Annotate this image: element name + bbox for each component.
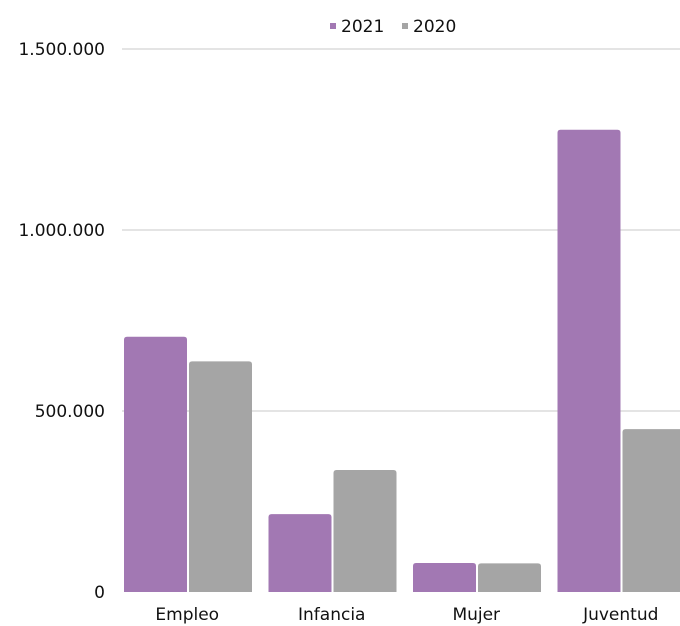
x-tick-label: Juventud: [582, 605, 658, 625]
bars: [124, 129, 680, 592]
bar-2021-mujer: [413, 563, 476, 592]
y-tick-label: 500.000: [35, 402, 105, 422]
y-tick-label: 1.000.000: [18, 221, 105, 241]
bar-2020-juventud: [622, 429, 680, 592]
y-tick-label: 1.500.000: [18, 40, 105, 60]
y-tick-label: 0: [94, 583, 105, 603]
bar-2021-infancia: [268, 514, 332, 592]
x-tick-label: Mujer: [452, 605, 500, 625]
bar-2020-mujer: [478, 563, 541, 592]
y-axis: 0 500.000 1.000.000 1.500.000: [18, 40, 105, 603]
x-axis: Empleo Infancia Mujer Juventud: [155, 605, 658, 625]
x-tick-label: Empleo: [155, 605, 219, 625]
bar-2020-empleo: [189, 361, 252, 592]
legend-label: 2020: [413, 17, 456, 37]
legend-swatch: [402, 23, 408, 29]
legend-label: 2021: [341, 17, 384, 37]
bar-2021-empleo: [124, 336, 187, 592]
bar-2021-juventud: [557, 129, 621, 592]
bar-2020-infancia: [333, 470, 397, 592]
x-tick-label: Infancia: [298, 605, 365, 625]
legend-swatch: [330, 23, 336, 29]
legend: 2021 2020: [330, 17, 456, 37]
